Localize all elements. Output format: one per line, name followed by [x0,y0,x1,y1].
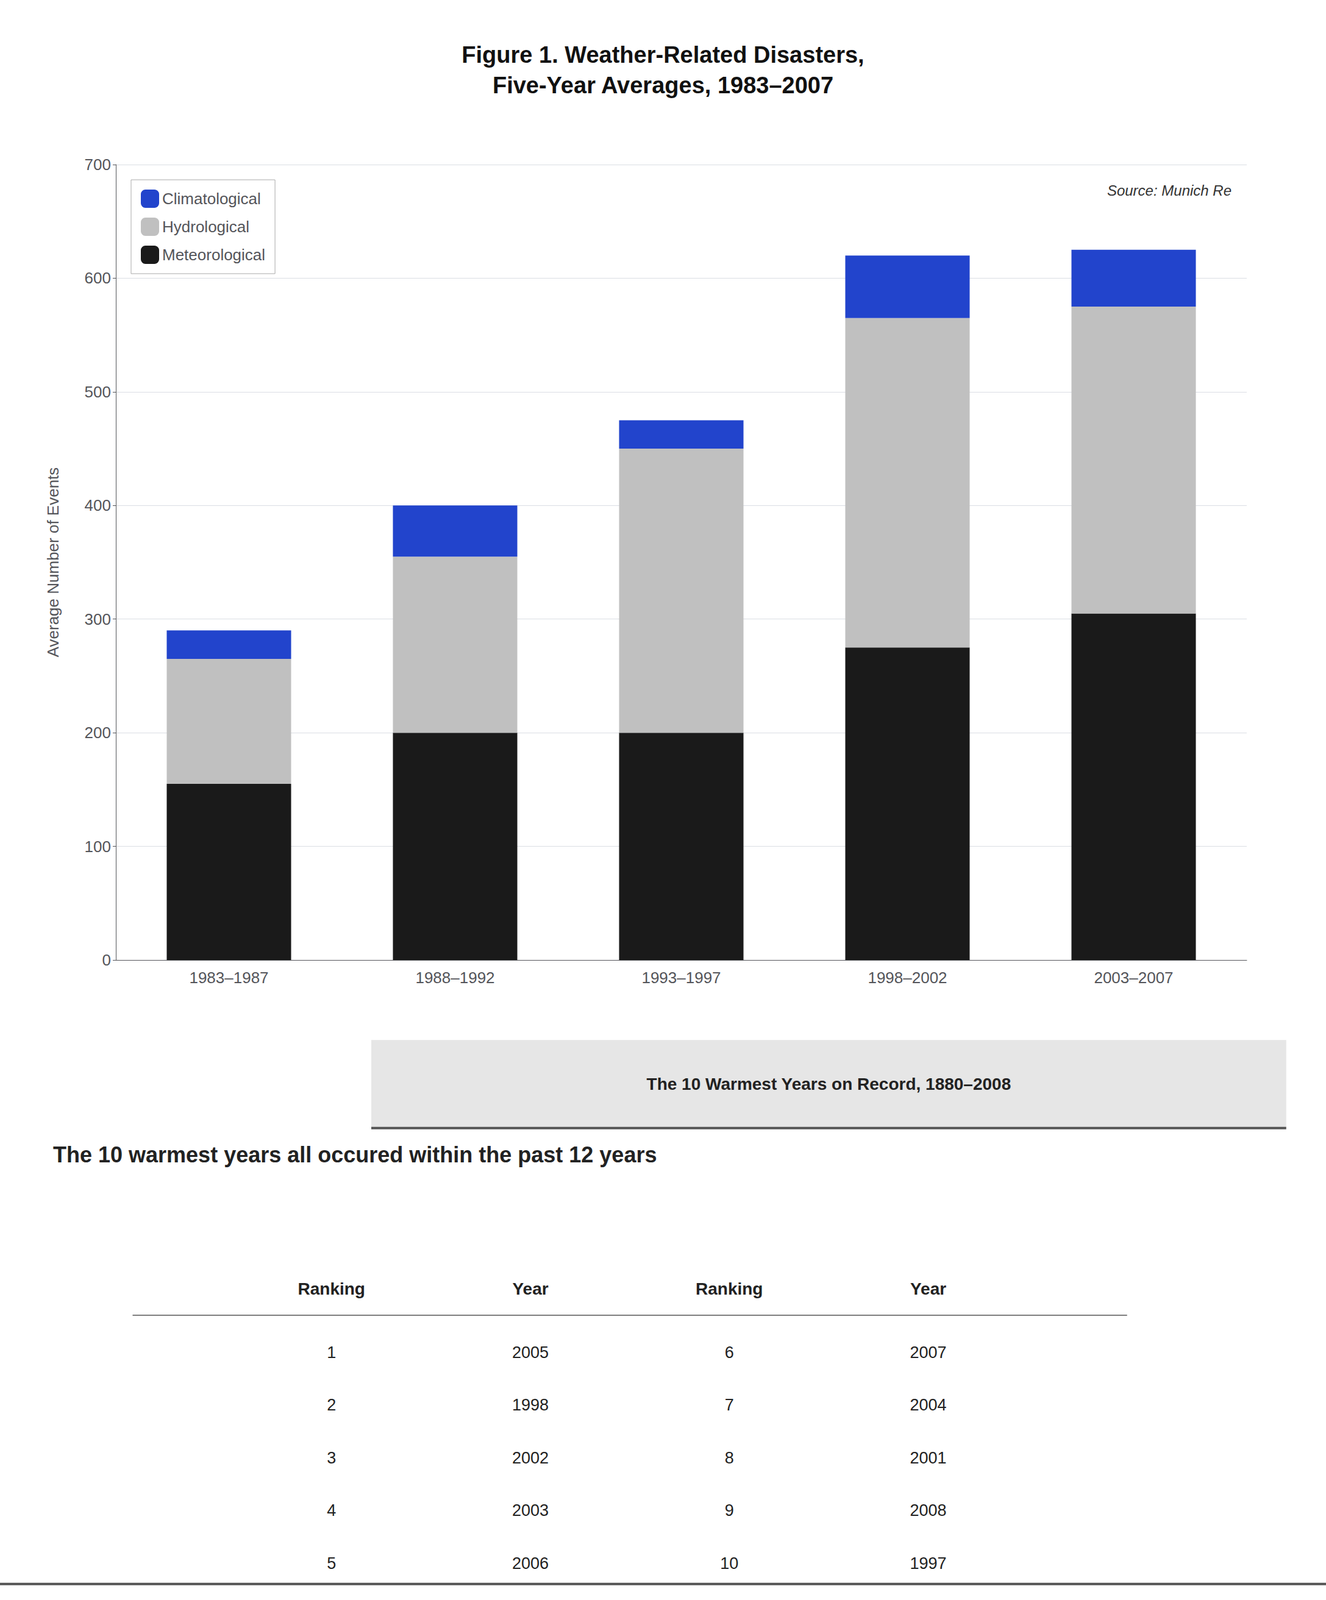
svg-text:7: 7 [724,1396,735,1415]
svg-text:Climatological: Climatological [162,189,261,208]
svg-text:Figure 1. Weather-Related Disa: Figure 1. Weather-Related Disasters, [461,42,864,68]
svg-text:1997: 1997 [909,1554,947,1573]
svg-text:4: 4 [326,1501,336,1520]
svg-text:100: 100 [84,837,111,856]
svg-text:Source: Munich Re: Source: Munich Re [1107,182,1232,199]
svg-text:3: 3 [326,1449,336,1468]
svg-text:9: 9 [724,1501,735,1520]
svg-text:0: 0 [102,951,111,970]
svg-text:10: 10 [720,1554,739,1573]
svg-text:The 10 warmest years all occur: The 10 warmest years all occured within … [53,1142,657,1168]
svg-text:2006: 2006 [512,1554,549,1573]
svg-text:400: 400 [84,496,111,515]
svg-text:1988–1992: 1988–1992 [415,968,495,988]
svg-text:2008: 2008 [909,1501,947,1520]
svg-text:2007: 2007 [909,1343,947,1362]
svg-text:1: 1 [326,1343,336,1362]
svg-text:Year: Year [910,1279,947,1299]
svg-text:Hydrological: Hydrological [162,217,250,236]
svg-text:1998–2002: 1998–2002 [867,968,947,988]
svg-text:Five-Year Averages, 1983–2007: Five-Year Averages, 1983–2007 [492,72,834,99]
svg-text:200: 200 [84,723,111,742]
svg-text:Ranking: Ranking [298,1279,366,1299]
svg-text:2: 2 [326,1396,336,1415]
svg-text:600: 600 [84,268,111,288]
svg-text:2005: 2005 [512,1343,549,1362]
svg-text:1998: 1998 [512,1396,549,1415]
svg-text:The 10 Warmest Years on Record: The 10 Warmest Years on Record, 1880–200… [646,1074,1012,1094]
svg-text:5: 5 [326,1554,336,1573]
svg-text:500: 500 [84,382,111,402]
svg-text:2003: 2003 [512,1501,549,1520]
svg-text:6: 6 [724,1343,735,1362]
svg-text:Average Number of Events: Average Number of Events [43,467,63,658]
svg-text:8: 8 [724,1449,735,1468]
svg-text:1983–1987: 1983–1987 [188,968,269,988]
svg-text:1993–1997: 1993–1997 [641,968,721,988]
svg-text:Ranking: Ranking [695,1279,763,1299]
svg-text:2001: 2001 [909,1449,947,1468]
svg-text:300: 300 [84,610,111,629]
svg-text:Meteorological: Meteorological [162,245,266,264]
svg-text:2003–2007: 2003–2007 [1093,968,1173,988]
svg-text:2004: 2004 [909,1396,947,1415]
svg-text:2002: 2002 [512,1449,549,1468]
svg-text:700: 700 [84,155,111,174]
svg-text:Year: Year [512,1279,549,1299]
